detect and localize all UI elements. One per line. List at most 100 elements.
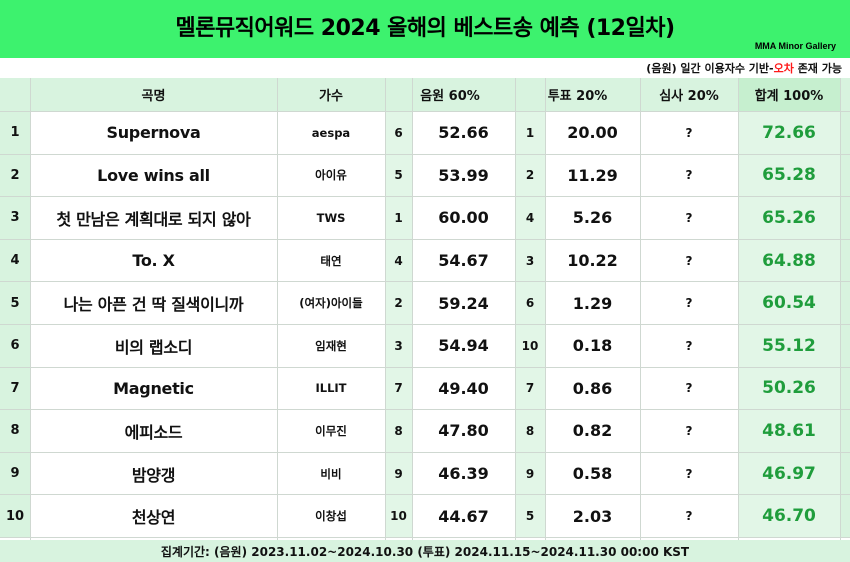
judge-score: ? <box>685 210 693 225</box>
melon-rank: 6 <box>385 112 412 154</box>
judge-score: ? <box>685 466 693 481</box>
sub-note-highlight: 오차 <box>773 62 794 75</box>
total-score: 60.54 <box>738 282 840 324</box>
melon-rank: 10 <box>385 495 412 537</box>
header-vote: 투표 20% <box>547 89 608 104</box>
melon-rank: 8 <box>385 410 412 452</box>
melon-rank: 9 <box>385 452 412 495</box>
row-rank: 7 <box>0 367 30 410</box>
melon-score: 54.67 <box>438 251 489 271</box>
judge-score: ? <box>685 338 693 353</box>
vote-score: 1.29 <box>572 293 613 313</box>
column-divider <box>545 78 546 540</box>
table-row: 8 에피소드 이무진 8 47.80 8 0.82? 48.61 <box>0 410 850 453</box>
header-judge: 심사 20% <box>659 89 719 104</box>
artist-name: 이무진 <box>315 423 347 438</box>
melon-score: 46.39 <box>438 464 489 484</box>
total-score: 64.88 <box>738 239 840 282</box>
row-edge <box>840 197 850 239</box>
header-melon: 음원 60% <box>420 89 480 104</box>
song-title: To. X <box>132 251 175 271</box>
judge-score: ? <box>685 125 693 140</box>
judge-score: ? <box>685 509 693 524</box>
melon-score: 49.40 <box>438 378 489 398</box>
song-title: Magnetic <box>113 378 194 398</box>
melon-rank: 2 <box>385 282 412 324</box>
judge-score: ? <box>685 168 693 183</box>
total-score: 46.70 <box>738 495 840 537</box>
table-row: 9 밤양갱 비비 9 46.39 9 0.58? 46.97 <box>0 452 850 496</box>
row-edge <box>840 367 850 410</box>
vote-rank: 2 <box>515 154 545 197</box>
melon-score: 53.99 <box>438 165 489 185</box>
melon-rank: 4 <box>385 239 412 282</box>
column-divider <box>385 78 386 540</box>
vote-score: 0.58 <box>572 464 613 484</box>
row-rank: 4 <box>0 239 30 282</box>
song-title: 나는 아픈 건 딱 질색이니까 <box>63 295 244 315</box>
vote-score: 5.26 <box>572 208 613 228</box>
judge-score: ? <box>685 253 693 268</box>
row-rank: 8 <box>0 410 30 452</box>
artist-name: aespa <box>311 125 351 140</box>
vote-score: 0.86 <box>572 378 613 398</box>
page-title: 멜론뮤직어워드 2024 올해의 베스트송 예측 (12일차) <box>175 16 675 41</box>
melon-rank: 1 <box>385 197 412 239</box>
row-edge <box>840 495 850 537</box>
song-title: 비의 랩소디 <box>114 337 193 357</box>
melon-score: 54.94 <box>438 336 489 356</box>
song-title: 첫 만남은 계획대로 되지 않아 <box>56 209 251 229</box>
row-rank: 9 <box>0 452 30 495</box>
judge-score: ? <box>685 381 693 396</box>
song-title: 에피소드 <box>124 422 183 442</box>
vote-rank: 5 <box>515 495 545 537</box>
melon-rank: 5 <box>385 154 412 197</box>
vote-rank: 1 <box>515 112 545 154</box>
table-row: 3 첫 만남은 계획대로 되지 않아 TWS 1 60.00 4 5.26? 65.26 <box>0 197 850 240</box>
ranking-table: 곡명 가수 음원 60% 투표 20% 심사 20% 합계 100% 1 Supe… <box>0 78 850 538</box>
row-edge <box>840 325 850 367</box>
vote-score: 11.29 <box>567 165 618 185</box>
table-row: 4 To. X 태연 4 54.67 3 10.22? 64.88 <box>0 239 850 283</box>
song-title: 밤양갱 <box>131 465 176 485</box>
vote-score: 10.22 <box>567 251 618 271</box>
row-edge <box>840 112 850 154</box>
vote-rank: 8 <box>515 410 545 452</box>
vote-rank: 3 <box>515 239 545 282</box>
melon-score: 44.67 <box>438 506 489 526</box>
total-score: 48.61 <box>738 410 840 452</box>
row-edge <box>840 410 850 452</box>
song-title: Supernova <box>106 123 201 143</box>
melon-rank: 3 <box>385 325 412 367</box>
row-edge <box>840 452 850 495</box>
vote-rank: 6 <box>515 282 545 324</box>
column-divider <box>515 78 516 540</box>
melon-score: 52.66 <box>438 123 489 143</box>
column-divider <box>30 78 31 540</box>
artist-name: ILLIT <box>315 381 347 396</box>
column-divider <box>412 78 413 540</box>
sub-note: (음원) 일간 이용자수 기반-오차 존재 가능 <box>646 60 842 76</box>
melon-score: 59.24 <box>438 293 489 313</box>
song-title: 천상연 <box>131 508 176 528</box>
melon-score: 60.00 <box>438 208 489 228</box>
column-divider <box>738 78 739 540</box>
total-score: 50.26 <box>738 367 840 410</box>
song-title: Love wins all <box>97 165 210 185</box>
column-divider <box>277 78 278 540</box>
artist-name: (여자)아이들 <box>299 296 363 311</box>
artist-name: 이창섭 <box>315 509 347 524</box>
header-edge <box>840 78 850 111</box>
table-header: 곡명 가수 음원 60% 투표 20% 심사 20% 합계 100% <box>0 78 850 112</box>
table-row: 10 천상연 이창섭 10 44.67 5 2.03? 46.70 <box>0 495 850 538</box>
artist-name: 아이유 <box>315 168 347 183</box>
row-rank: 10 <box>0 495 30 537</box>
vote-rank: 7 <box>515 367 545 410</box>
header-artist: 가수 <box>319 89 343 104</box>
artist-name: 태연 <box>320 253 342 268</box>
row-rank: 3 <box>0 197 30 239</box>
total-score: 65.28 <box>738 154 840 197</box>
artist-name: 임재현 <box>315 338 347 353</box>
total-score: 72.66 <box>738 112 840 154</box>
table-row: 1 Supernova aespa 6 52.66 1 20.00? 72.66 <box>0 112 850 155</box>
